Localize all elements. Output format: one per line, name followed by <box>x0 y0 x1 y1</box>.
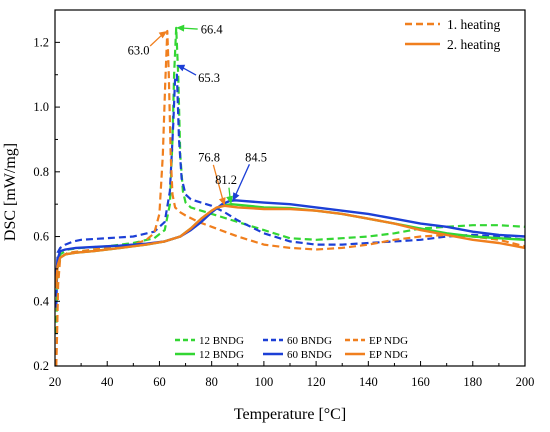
bottom-legend-label: EP NDG <box>369 335 408 347</box>
legend-entry-2-heating: 2. heating <box>405 37 500 52</box>
bottom-legend-label: 60 BNDG <box>287 335 332 347</box>
annotation-label: 76.8 <box>198 150 220 164</box>
legend-label: 1. heating <box>447 17 500 32</box>
x-tick-label: 60 <box>153 375 166 389</box>
annotation-arrow-head <box>176 24 185 32</box>
axis-ticks: 20 40 60 80 100 120 140 160 180 200 0.2 0.4 0.6 0.8 1.… <box>33 9 535 389</box>
bottom-legend-entry-60-bndg-solid: 60 BNDG <box>263 349 332 361</box>
x-tick-label: 80 <box>205 375 218 389</box>
bottom-legend-entry-ep-ndg-solid: EP NDG <box>345 349 408 361</box>
annotation-66-4: 66.4 <box>176 22 223 36</box>
bottom-legend-label: EP NDG <box>369 349 408 361</box>
annotation-81-2: 81.2 <box>215 173 237 205</box>
y-tick-label: 0.6 <box>33 230 49 244</box>
y-tick-label: 0.8 <box>33 165 49 179</box>
x-tick-label: 200 <box>516 375 535 389</box>
bottom-legend-label: 12 BNDG <box>199 349 244 361</box>
annotation-arrow-head <box>226 195 233 205</box>
bottom-legend-entry-12-bndg-solid: 12 BNDG <box>175 349 244 361</box>
annotation-label: 65.3 <box>198 71 220 85</box>
legend-label: 2. heating <box>447 37 500 52</box>
x-tick-label: 160 <box>411 375 430 389</box>
x-tick-label: 140 <box>359 375 378 389</box>
bottom-legend-label: 60 BNDG <box>287 349 332 361</box>
bottom-legend-entry-ep-ndg-dashed: EP NDG <box>345 335 408 347</box>
y-tick-label: 1.2 <box>33 35 49 49</box>
annotation-65-3: 65.3 <box>176 64 220 85</box>
legend-top-right: 1. heating 2. heating <box>405 17 500 52</box>
y-tick-label: 0.4 <box>33 294 49 308</box>
annotation-arrow-head <box>158 31 168 39</box>
x-tick-label: 100 <box>255 375 274 389</box>
annotation-76-8: 76.8 <box>198 150 226 206</box>
y-axis-title: DSC [mW/mg] <box>2 143 19 241</box>
x-tick-label: 40 <box>101 375 114 389</box>
annotation-label: 84.5 <box>245 150 267 164</box>
annotation-84-5: 84.5 <box>232 150 267 201</box>
annotation-label: 66.4 <box>201 22 224 36</box>
annotation-arrow-line <box>234 164 251 197</box>
series-layer <box>54 26 526 367</box>
annotation-arrow-head <box>232 192 240 201</box>
series-line-60-bndg-solid <box>54 199 526 282</box>
annotation-label: 81.2 <box>215 173 237 187</box>
bottom-legend-label: 12 BNDG <box>199 335 244 347</box>
y-tick-label: 1.0 <box>33 100 49 114</box>
series-line-ep-ndg-solid <box>54 204 526 289</box>
legend-entry-1-heating: 1. heating <box>405 17 500 32</box>
annotation-layer: 63.0 66.4 65.3 76.8 81.2 84.5 <box>128 22 267 206</box>
bottom-legend-entry-12-bndg-dashed: 12 BNDG <box>175 335 244 347</box>
y-tick-label: 0.2 <box>33 359 49 373</box>
annotation-arrow-head <box>176 64 186 72</box>
x-tick-label: 120 <box>307 375 326 389</box>
annotation-arrow-head <box>218 197 226 206</box>
annotation-label: 63.0 <box>128 43 150 57</box>
annotation-63-0: 63.0 <box>128 31 168 57</box>
x-tick-label: 180 <box>463 375 482 389</box>
bottom-legend-entry-60-bndg-dashed: 60 BNDG <box>263 335 332 347</box>
series-line-ep-ndg-dashed <box>55 29 526 367</box>
annotation-arrow-line <box>212 164 224 202</box>
x-tick-label: 20 <box>49 375 62 389</box>
legend-bottom: 12 BNDG 60 BNDG EP NDG 12 BNDG 60 BNDG EP NDG <box>175 335 408 361</box>
x-axis-title: Temperature [°C] <box>234 406 346 423</box>
